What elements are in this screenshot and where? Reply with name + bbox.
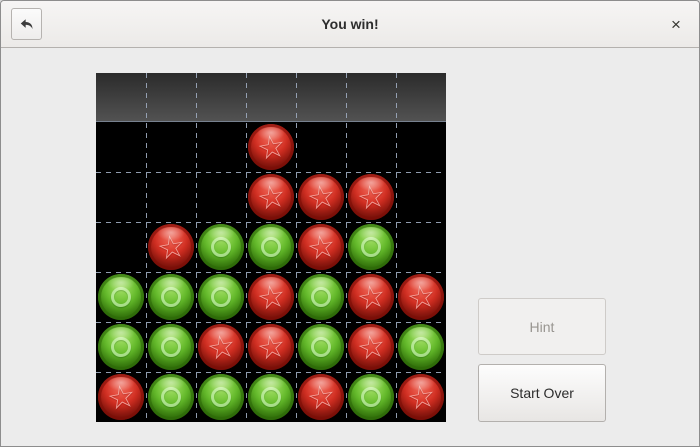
red-star-marble: ☆	[398, 374, 444, 420]
green-ring-marble	[348, 224, 394, 270]
green-ring-marble	[148, 324, 194, 370]
ring-icon	[211, 237, 231, 257]
ring-icon	[311, 287, 331, 307]
red-star-marble: ☆	[98, 374, 144, 420]
green-ring-marble	[98, 324, 144, 370]
star-outline-icon: ☆	[253, 126, 289, 168]
green-ring-marble	[248, 224, 294, 270]
ring-icon	[211, 287, 231, 307]
grid-line-horizontal	[96, 372, 446, 373]
red-star-marble: ☆	[348, 274, 394, 320]
green-ring-marble	[348, 374, 394, 420]
ring-icon	[361, 387, 381, 407]
close-icon: ×	[671, 14, 681, 34]
grid-line-vertical	[396, 73, 397, 422]
red-star-marble: ☆	[348, 324, 394, 370]
grid-line-vertical	[246, 73, 247, 422]
star-outline-icon: ☆	[403, 376, 439, 418]
green-ring-marble	[148, 374, 194, 420]
grid-line-horizontal	[96, 272, 446, 273]
green-ring-marble	[298, 274, 344, 320]
star-outline-icon: ☆	[153, 226, 189, 268]
red-star-marble: ☆	[148, 224, 194, 270]
star-outline-icon: ☆	[303, 226, 339, 268]
star-outline-icon: ☆	[253, 176, 289, 218]
ring-icon	[161, 387, 181, 407]
green-ring-marble	[248, 374, 294, 420]
red-star-marble: ☆	[248, 174, 294, 220]
hint-button-label: Hint	[529, 318, 555, 335]
red-star-marble: ☆	[248, 124, 294, 170]
star-outline-icon: ☆	[353, 176, 389, 218]
ring-icon	[111, 287, 131, 307]
star-outline-icon: ☆	[253, 276, 289, 318]
close-button[interactable]: ×	[665, 13, 687, 35]
grid-line-vertical	[346, 73, 347, 422]
ring-icon	[411, 337, 431, 357]
grid-line-vertical	[296, 73, 297, 422]
ring-icon	[161, 337, 181, 357]
window-title: You win!	[321, 16, 379, 32]
red-star-marble: ☆	[398, 274, 444, 320]
ring-icon	[211, 387, 231, 407]
red-star-marble: ☆	[348, 174, 394, 220]
grid-line-vertical	[196, 73, 197, 422]
red-star-marble: ☆	[248, 324, 294, 370]
drop-strip	[96, 73, 446, 122]
grid-line-horizontal	[96, 222, 446, 223]
red-star-marble: ☆	[248, 274, 294, 320]
red-star-marble: ☆	[298, 174, 344, 220]
header-bar: You win! ×	[1, 1, 699, 48]
green-ring-marble	[98, 274, 144, 320]
red-star-marble: ☆	[198, 324, 244, 370]
star-outline-icon: ☆	[403, 276, 439, 318]
green-ring-marble	[198, 274, 244, 320]
star-outline-icon: ☆	[253, 326, 289, 368]
green-ring-marble	[148, 274, 194, 320]
star-outline-icon: ☆	[303, 376, 339, 418]
green-ring-marble	[198, 374, 244, 420]
green-ring-marble	[298, 324, 344, 370]
ring-icon	[161, 287, 181, 307]
start-over-button-label: Start Over	[510, 385, 574, 401]
back-button[interactable]	[11, 8, 42, 40]
red-star-marble: ☆	[298, 224, 344, 270]
star-outline-icon: ☆	[303, 176, 339, 218]
grid-line-horizontal	[96, 322, 446, 323]
star-outline-icon: ☆	[203, 326, 239, 368]
red-star-marble: ☆	[298, 374, 344, 420]
grid-line-horizontal	[96, 172, 446, 173]
ring-icon	[261, 237, 281, 257]
back-icon	[18, 16, 35, 33]
hint-button[interactable]: Hint	[478, 298, 606, 355]
game-board[interactable]: ☆ ☆ ☆ ☆ ☆ ☆ ☆ ☆ ☆ ☆ ☆ ☆ ☆ ☆ ☆	[96, 73, 446, 422]
star-outline-icon: ☆	[353, 326, 389, 368]
ring-icon	[111, 337, 131, 357]
start-over-button[interactable]: Start Over	[478, 364, 606, 422]
ring-icon	[361, 237, 381, 257]
grid-line-vertical	[146, 73, 147, 422]
ring-icon	[261, 387, 281, 407]
green-ring-marble	[398, 324, 444, 370]
star-outline-icon: ☆	[353, 276, 389, 318]
ring-icon	[311, 337, 331, 357]
green-ring-marble	[198, 224, 244, 270]
star-outline-icon: ☆	[103, 376, 139, 418]
